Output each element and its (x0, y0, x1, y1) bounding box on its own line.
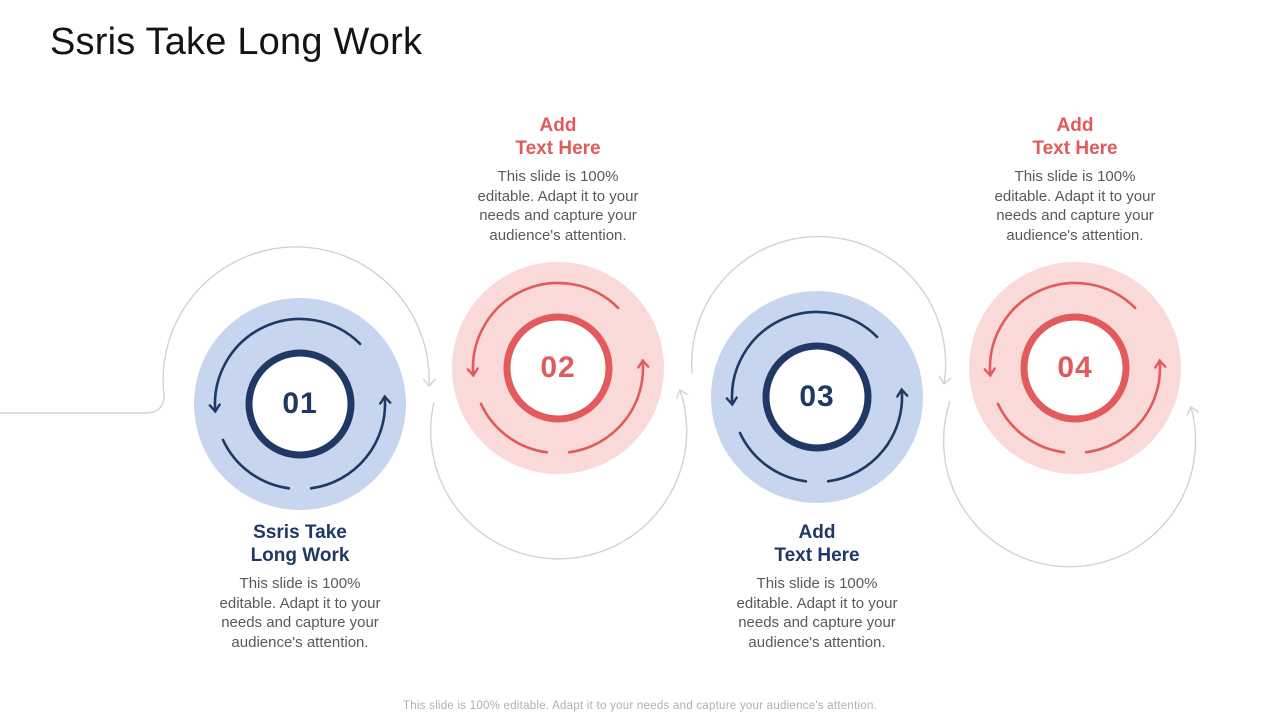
step-2-heading-line2: Text Here (515, 138, 601, 159)
step-4-body: This slide is 100% editable. Adapt it to… (994, 168, 1156, 244)
step-4-circle (969, 262, 1181, 474)
step-4-number: 04 (1057, 351, 1093, 384)
cycle-arc-icon (738, 431, 808, 483)
cycle-arrow-icon (567, 358, 650, 454)
step-2-text-block: Add Text Here This slide is 100% editabl… (458, 114, 658, 245)
step-3-body: This slide is 100% editable. Adapt it to… (736, 575, 898, 651)
connector-arc-2 (430, 388, 689, 560)
step-2-heading-line1: Add (539, 115, 577, 136)
cycle-arc-icon (996, 402, 1066, 454)
step-3-text-block: Add Text Here This slide is 100% editabl… (717, 521, 917, 652)
cycle-arrow-icon (826, 387, 909, 483)
slide-footer-note: This slide is 100% editable. Adapt it to… (402, 700, 878, 712)
step-3-heading-line1: Add (798, 522, 836, 543)
step-4-heading-line2: Text Here (1032, 138, 1118, 159)
step-2-heading: Add Text Here (458, 114, 658, 160)
step-4-text-block: Add Text Here This slide is 100% editabl… (975, 114, 1175, 245)
step-1-circle (194, 298, 406, 510)
step-1-text-block: Ssris Take Long Work This slide is 100% … (200, 521, 400, 652)
cycle-arrow-icon (309, 394, 392, 490)
step-3-number: 03 (799, 380, 835, 413)
cycle-arrow-icon (983, 281, 1137, 378)
cycle-arrow-icon (1084, 358, 1167, 454)
step-2-circle (452, 262, 664, 474)
cycle-arc-icon (221, 438, 291, 490)
cycle-arrow-icon (725, 310, 879, 407)
connector-arc-4-exit (942, 400, 1200, 568)
step-3-heading: Add Text Here (717, 521, 917, 567)
step-4-heading-line1: Add (1056, 115, 1094, 136)
step-4-heading: Add Text Here (975, 114, 1175, 160)
connector-arc-3 (690, 235, 952, 386)
step-2-body: This slide is 100% editable. Adapt it to… (477, 168, 639, 244)
step-1-heading-line2: Long Work (250, 545, 350, 566)
page-title: Ssris Take Long Work (50, 21, 423, 63)
connector-lead-in-and-arc-1 (0, 246, 436, 414)
cycle-arrow-icon (466, 281, 620, 378)
step-1-heading: Ssris Take Long Work (200, 521, 400, 567)
step-1-body: This slide is 100% editable. Adapt it to… (219, 575, 381, 651)
cycle-arrow-icon (208, 317, 362, 414)
step-3-circle (711, 291, 923, 503)
step-3-heading-line2: Text Here (774, 545, 860, 566)
step-2-number: 02 (540, 351, 576, 384)
cycle-arc-icon (479, 402, 549, 454)
step-1-heading-line1: Ssris Take (253, 522, 347, 543)
step-1-number: 01 (282, 387, 318, 420)
